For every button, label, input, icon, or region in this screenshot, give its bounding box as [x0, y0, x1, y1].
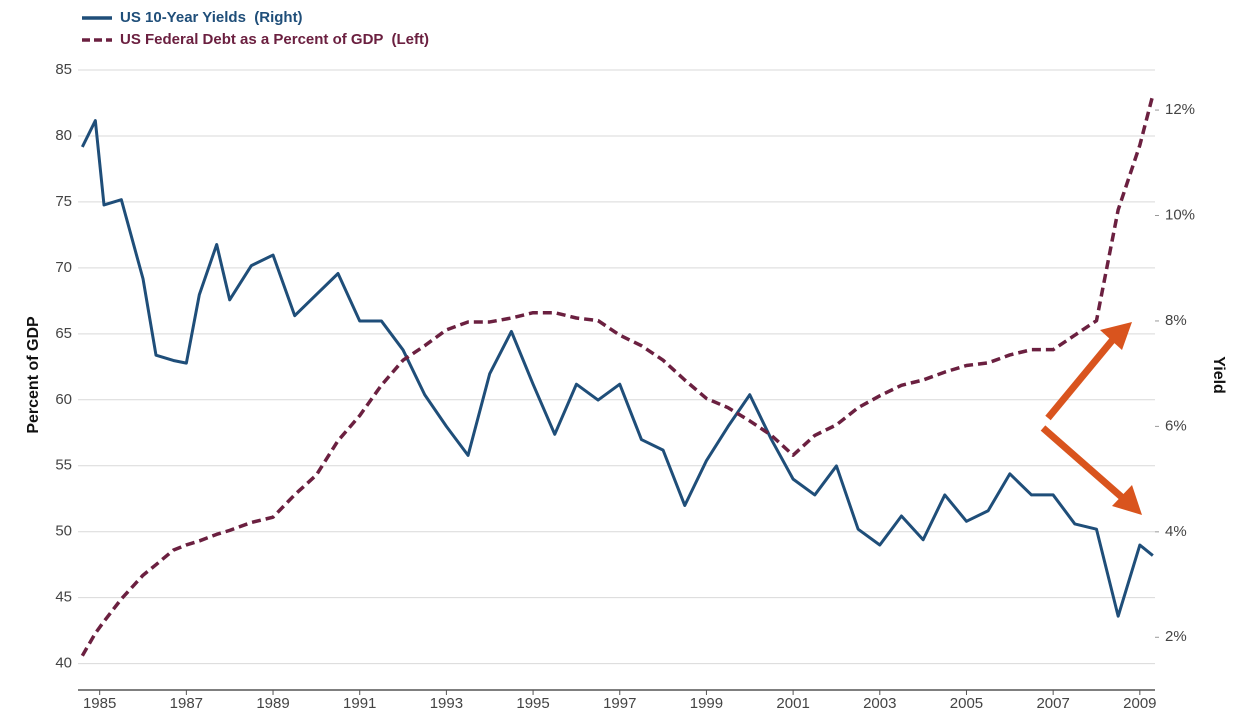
annotation-arrows: [1040, 322, 1142, 515]
x-tick-label: 1993: [430, 695, 463, 712]
plot: 40 45 50 55 60 65 70 75 80 85 2% 4% 6% 8% 10% 12% 1985 19…: [55, 9, 1195, 712]
x-tick-label: 1991: [343, 695, 376, 712]
y-axis-title: Percent of GDP: [25, 316, 42, 434]
x-tick-label: 1997: [603, 695, 636, 712]
y2-tick-label: 12%: [1165, 101, 1195, 118]
y2-tick-label: 10%: [1165, 206, 1195, 223]
y-tick-label: 55: [55, 457, 72, 474]
x-tick-label: 2009: [1123, 695, 1156, 712]
series-line: [80, 94, 1155, 657]
y-tick-label: 80: [55, 127, 72, 144]
x-tick-label: 1987: [170, 695, 203, 712]
arrow-up: [1045, 334, 1118, 421]
y-tick-label: 85: [55, 61, 72, 78]
y-tick-label: 50: [55, 523, 72, 540]
x-tick-label: 1989: [256, 695, 289, 712]
x-tick-label: 1995: [516, 695, 549, 712]
y2-tick-label: 6%: [1165, 417, 1187, 434]
y-tick-label: 45: [55, 589, 72, 606]
y-tick-label: 65: [55, 325, 72, 342]
legend-label: US Federal Debt as a Percent of GDP (Lef…: [120, 31, 429, 48]
y-tick-label: 70: [55, 259, 72, 276]
y-tick-label: 40: [55, 655, 72, 672]
y2-axis-title: Yield: [1210, 356, 1227, 394]
x-tick-label: 2005: [950, 695, 983, 712]
arrow-down: [1040, 425, 1128, 503]
x-tick-label: 1999: [690, 695, 723, 712]
x-tick-label: 2001: [776, 695, 809, 712]
y-tick-label: 60: [55, 391, 72, 408]
series-line: [80, 119, 1154, 618]
y-tick-label: 75: [55, 193, 72, 210]
arrow-up-head: [1100, 322, 1132, 350]
y2-tick-label: 8%: [1165, 312, 1187, 329]
legend-label: US 10-Year Yields (Right): [120, 9, 303, 26]
y2-tick-label: 4%: [1165, 523, 1187, 540]
x-tick-label: 1985: [83, 695, 116, 712]
x-tick-label: 2003: [863, 695, 896, 712]
y2-tick-label: 2%: [1165, 628, 1187, 645]
x-tick-label: 2007: [1036, 695, 1069, 712]
arrow-down-head: [1112, 485, 1142, 515]
